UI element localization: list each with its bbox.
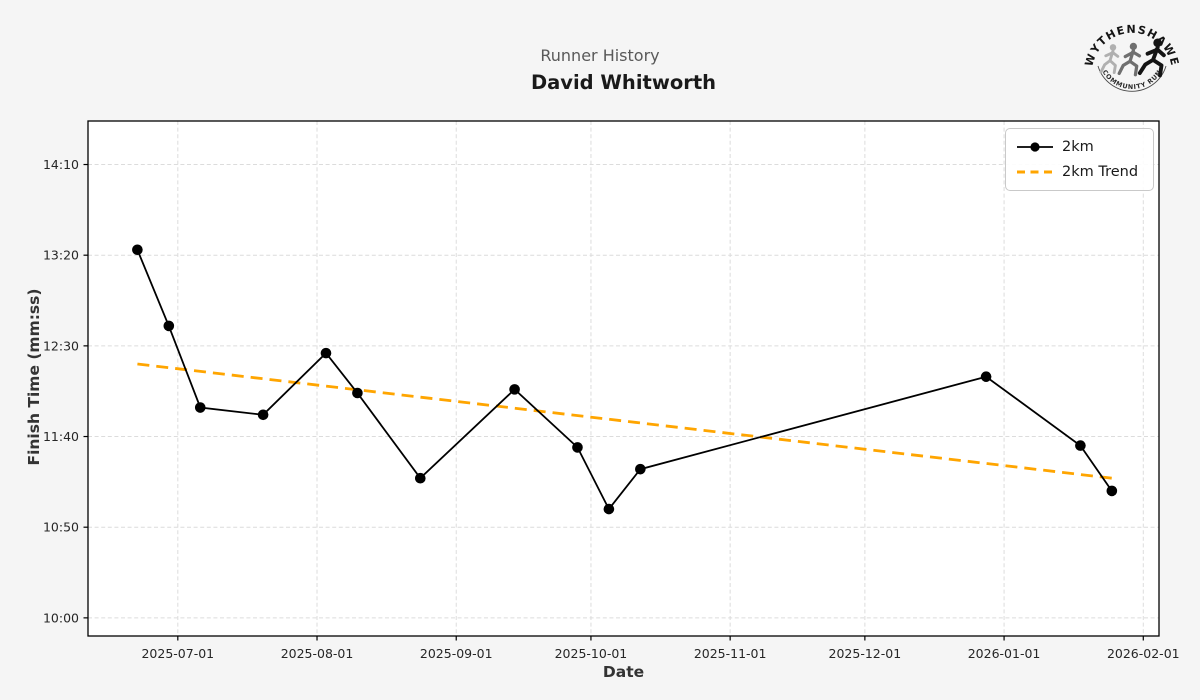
y-tick-label: 10:50 bbox=[43, 520, 79, 535]
chart-legend: 2km 2km Trend bbox=[1005, 128, 1154, 191]
data-point bbox=[980, 371, 992, 382]
logo-bottom-text: COMMUNITY RUN bbox=[1101, 68, 1164, 91]
data-point bbox=[509, 384, 520, 395]
data-point bbox=[1106, 485, 1118, 497]
y-tick-label: 14:10 bbox=[43, 157, 79, 172]
trend-line bbox=[137, 362, 1112, 480]
y-axis-label: Finish Time (mm:ss) bbox=[25, 288, 43, 466]
data-point bbox=[320, 347, 332, 359]
data-point bbox=[132, 244, 143, 256]
series-line bbox=[136, 249, 1113, 511]
page-title: David Whitworth bbox=[530, 71, 717, 94]
runner-silhouette-left bbox=[1099, 44, 1120, 75]
data-point bbox=[572, 442, 583, 453]
y-tick-label: 12:30 bbox=[43, 338, 79, 353]
y-tick-label: 11:40 bbox=[43, 429, 79, 444]
data-point bbox=[415, 472, 426, 484]
x-tick-label: 2025-12-01 bbox=[829, 646, 902, 661]
legend-dashed-line-icon bbox=[1017, 170, 1053, 174]
x-axis-label: Date bbox=[602, 663, 645, 681]
wythenshawe-community-run-logo: WYTHENSHAWE COMMUNITY RUN bbox=[1082, 23, 1180, 92]
data-point bbox=[194, 402, 206, 413]
plot-area bbox=[88, 121, 1159, 636]
y-tick-label: 10:00 bbox=[43, 610, 79, 625]
x-tick-label: 2025-10-01 bbox=[555, 646, 628, 661]
data-point bbox=[635, 463, 646, 475]
data-point bbox=[352, 387, 363, 399]
legend-label-2km: 2km bbox=[1062, 139, 1094, 155]
data-point bbox=[163, 320, 175, 332]
x-tick-label: 2025-08-01 bbox=[281, 646, 354, 661]
legend-item-2km: 2km bbox=[1006, 136, 1153, 158]
x-tick-label: 2025-11-01 bbox=[694, 646, 767, 661]
axes-box bbox=[87, 120, 1160, 637]
legend-line-marker-icon bbox=[1017, 142, 1053, 152]
x-tick-label: 2025-07-01 bbox=[141, 646, 214, 661]
x-tick-label: 2026-02-01 bbox=[1107, 646, 1180, 661]
x-tick-label: 2025-09-01 bbox=[420, 646, 493, 661]
data-point bbox=[1075, 440, 1086, 451]
runner-silhouette-middle bbox=[1117, 42, 1142, 77]
legend-item-2km-trend: 2km Trend bbox=[1006, 161, 1153, 183]
legend-label-2km-trend: 2km Trend bbox=[1062, 164, 1139, 180]
x-tick-label: 2026-01-01 bbox=[968, 646, 1041, 661]
chart-subtitle: Runner History bbox=[540, 46, 660, 65]
data-point bbox=[603, 503, 615, 515]
y-tick-label: 13:20 bbox=[43, 248, 79, 263]
data-point bbox=[257, 409, 269, 421]
runner-silhouette-right bbox=[1137, 38, 1166, 78]
